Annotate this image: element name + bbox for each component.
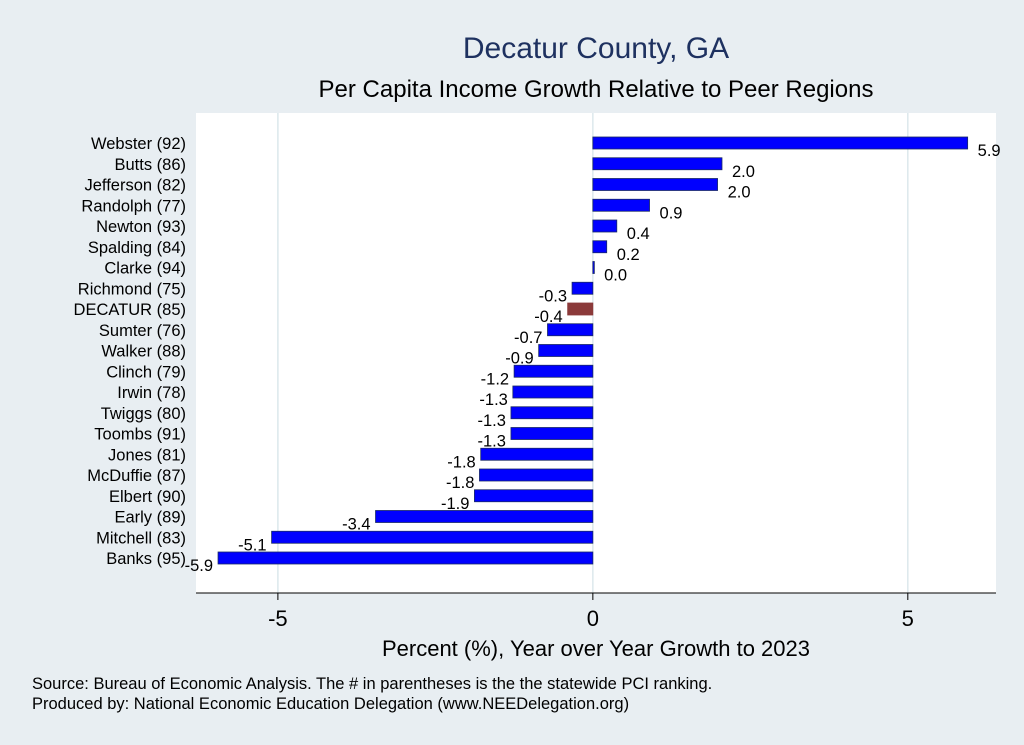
bar [592,219,618,233]
bar [513,364,594,378]
data-label: -1.9 [441,495,469,513]
data-label: -1.8 [446,474,474,492]
data-label: -5.9 [185,557,213,575]
data-label: -0.3 [539,287,567,305]
category-label: Randolph (77) [81,197,186,215]
data-label: -1.3 [478,412,506,430]
chart-subtitle: Per Capita Income Growth Relative to Pee… [319,76,874,103]
data-label: 0.0 [604,267,627,285]
category-label: Banks (95) [106,550,186,568]
data-label: -5.1 [238,536,266,554]
bar [271,530,594,544]
bar [375,510,594,523]
bars-group [217,136,969,565]
category-label: Clarke (94) [104,260,186,278]
data-label: -0.7 [514,329,542,347]
bar [547,323,594,337]
data-label: -1.2 [481,370,509,388]
category-label: Richmond (75) [78,280,186,298]
bar [592,240,608,254]
bar [592,178,718,191]
bar [592,157,723,171]
data-label: 0.9 [660,204,683,222]
category-label: Twiggs (80) [101,405,186,423]
x-axis-label: Percent (%), Year over Year Growth to 20… [382,636,810,661]
data-label: -1.3 [478,433,506,451]
x-tick-label: 0 [587,606,599,631]
category-label: Jones (81) [108,446,186,464]
category-label: Elbert (90) [109,488,186,506]
bar [592,261,595,274]
data-label: -0.4 [534,308,562,326]
bar [592,198,650,212]
x-axis-ticks: -5 0 5 [268,593,914,631]
category-label: DECATUR (85) [74,301,186,319]
bar [217,551,594,565]
category-label: Butts (86) [114,156,186,174]
bar [512,385,594,399]
bar [538,344,594,357]
bar-highlight [567,302,594,316]
data-label: 2.0 [728,184,751,202]
producer-note: Produced by: National Economic Education… [32,695,629,713]
data-label: 0.2 [617,246,640,264]
category-label: Newton (93) [96,218,186,236]
category-label: Toombs (91) [94,426,186,444]
plot-area [196,113,996,593]
data-label: 5.9 [978,142,1001,160]
chart-title: Decatur County, GA [463,32,729,65]
category-label: Webster (92) [91,135,186,153]
data-label: -3.4 [342,516,370,534]
category-label: Early (89) [114,509,186,527]
data-label: 0.4 [627,225,650,243]
bar [510,406,594,420]
category-label: Spalding (84) [88,239,186,257]
data-label: 2.0 [732,163,755,181]
data-label: -1.3 [479,391,507,409]
bar [479,468,594,482]
value-labels: 5.9 2.0 2.0 0.9 0.4 0.2 0.0 -0.3 -0.4 -0.7 -0.9 -1.… [185,142,1001,575]
x-tick-label: -5 [268,606,288,631]
data-label: -1.8 [447,453,475,471]
bar [480,447,594,461]
bar [474,489,594,503]
category-label: Mitchell (83) [96,529,186,547]
x-tick-label: 5 [902,606,914,631]
source-note: Source: Bureau of Economic Analysis. The… [32,675,712,693]
bar [592,136,969,150]
category-labels: Webster (92) Butts (86) Jefferson (82) Rand… [74,135,186,568]
bar [510,427,594,440]
category-label: Clinch (79) [106,363,186,381]
data-label: -0.9 [505,350,533,368]
category-label: Jefferson (82) [85,177,187,195]
category-label: Walker (88) [101,343,186,361]
category-label: Sumter (76) [99,322,186,340]
category-label: McDuffie (87) [87,467,186,485]
bar [571,281,594,295]
category-label: Irwin (78) [117,384,186,402]
